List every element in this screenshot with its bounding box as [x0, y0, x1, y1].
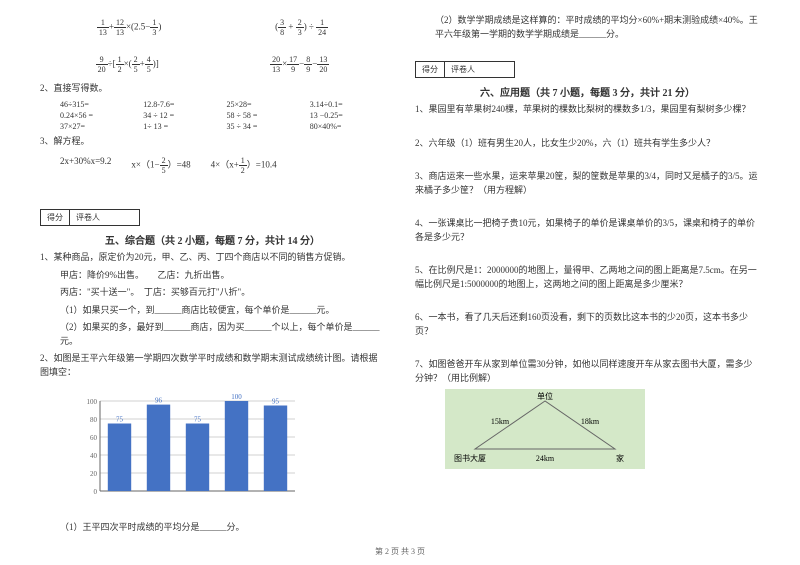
- calc-item: 0.24×56 =: [60, 111, 135, 120]
- question-3: 3、解方程。: [40, 135, 385, 149]
- calc-item: 12.8-7.6=: [143, 100, 218, 109]
- calc-item: 80×40%=: [310, 122, 385, 131]
- svg-text:60: 60: [90, 434, 98, 442]
- equation-row: 2x+30%x=9.2 x×（1−25）=48 4×（x+12）=10.4: [60, 156, 385, 175]
- svg-text:0: 0: [94, 488, 98, 496]
- equation: x×（1−25）=48: [131, 156, 190, 175]
- expression-row-2: 920÷[12×(25+45)] 2013×179−89−1320: [40, 55, 385, 74]
- equation: 4×（x+12）=10.4: [211, 156, 277, 175]
- calc-item: 25×28=: [227, 100, 302, 109]
- svg-text:100: 100: [87, 398, 98, 406]
- expression: 113+1213×(2.5−13): [97, 18, 161, 37]
- tri-r: 18km: [581, 417, 600, 426]
- r-q3: 3、商店运来一些水果，运来苹果20筐，梨的筐数是苹果的3/4，同时又是橘子的3/…: [415, 170, 760, 197]
- question-2: 2、直接写得数。: [40, 82, 385, 96]
- calc-item: 1÷ 13 =: [143, 122, 218, 131]
- r-q1: 1、果园里有苹果树240棵，苹果树的棵数比梨树的棵数多1/3，果园里有梨树多少棵…: [415, 103, 760, 117]
- s5-q1b: 丙店："买十送一"。 丁店：买够百元打"八折"。: [60, 286, 385, 300]
- section-6-title: 六、应用题（共 7 小题，每题 3 分，共计 21 分）: [415, 84, 760, 99]
- calc-item: 13 −0.25=: [310, 111, 385, 120]
- calc-item: 34 ÷ 12 =: [143, 111, 218, 120]
- r-q2: 2、六年级（1）班有男生20人，比女生少20%，六（1）班共有学生多少人？: [415, 137, 760, 151]
- s5-q2a: （1）王平四次平时成绩的平均分是______分。: [60, 521, 385, 535]
- calc-item: 46÷315=: [60, 100, 135, 109]
- expression: (38 + 23) ÷ 124: [275, 18, 328, 37]
- r-q4: 4、一张课桌比一把椅子贵10元，如果椅子的单价是课桌单价的3/5，课桌和椅子的单…: [415, 217, 760, 244]
- r-q6: 6、一本书，看了几天后还剩160页没看，剩下的页数比这本书的少20页，这本书多少…: [415, 311, 760, 338]
- calc-item: 3.14÷0.1=: [310, 100, 385, 109]
- svg-text:96: 96: [155, 397, 163, 405]
- s5-q1c: （1）如果只买一个，到______商店比较便宜，每个单价是______元。: [60, 304, 385, 318]
- calc-item: 35 ÷ 34 =: [227, 122, 302, 131]
- equation: 2x+30%x=9.2: [60, 156, 111, 175]
- left-column: 113+1213×(2.5−13) (38 + 23) ÷ 124 920÷[1…: [40, 10, 385, 539]
- calc-item: 58 ÷ 58 =: [227, 111, 302, 120]
- right-column: （2）数学学期成绩是这样算的：平时成绩的平均分×60%+期末测验成绩×40%。王…: [415, 10, 760, 539]
- tri-l: 15km: [491, 417, 510, 426]
- svg-text:40: 40: [90, 452, 98, 460]
- score-box: 得分 评卷人: [40, 209, 140, 226]
- r-top: （2）数学学期成绩是这样算的：平时成绩的平均分×60%+期末测验成绩×40%。王…: [435, 14, 760, 41]
- expression-row-1: 113+1213×(2.5−13) (38 + 23) ÷ 124: [40, 18, 385, 37]
- tri-bl: 图书大厦: [454, 453, 486, 463]
- calc-item: 37×27=: [60, 122, 135, 131]
- page-footer: 第 2 页 共 3 页: [0, 546, 800, 557]
- tri-b: 24km: [536, 454, 555, 463]
- svg-text:75: 75: [194, 416, 202, 424]
- triangle-svg: 单位 15km 18km 图书大厦 家 24km: [445, 389, 645, 469]
- s5-q1d: （2）如果买的多，最好到______商店，因为买______个以上，每个单价是_…: [60, 321, 385, 348]
- svg-text:95: 95: [272, 398, 280, 406]
- s5-q1: 1、某种商品，原定价为20元，甲、乙、丙、丁四个商店以不同的销售方促销。: [40, 251, 385, 265]
- grader-label: 评卷人: [70, 210, 106, 225]
- bar-chart: 0 20 40 60 80 100 75 96 75 100 95: [70, 391, 300, 511]
- score-box: 得分 评卷人: [415, 61, 515, 78]
- tri-top: 单位: [537, 391, 553, 401]
- expression: 2013×179−89−1320: [270, 55, 329, 74]
- section-5-title: 五、综合题（共 2 小题，每题 7 分，共计 14 分）: [40, 232, 385, 247]
- s5-q2: 2、如图是王平六年级第一学期四次数学平时成绩和数学期末测试成绩统计图。请根据图填…: [40, 352, 385, 379]
- tri-br: 家: [616, 453, 624, 463]
- grader-label: 评卷人: [445, 62, 481, 77]
- s5-q1a: 甲店：降价9%出售。 乙店：九折出售。: [60, 269, 385, 283]
- page-content: 113+1213×(2.5−13) (38 + 23) ÷ 124 920÷[1…: [0, 0, 800, 549]
- expression: 920÷[12×(25+45)]: [96, 55, 159, 74]
- score-label: 得分: [416, 62, 445, 77]
- triangle-diagram: 单位 15km 18km 图书大厦 家 24km: [445, 389, 645, 469]
- score-label: 得分: [41, 210, 70, 225]
- svg-text:20: 20: [90, 470, 98, 478]
- svg-text:75: 75: [116, 416, 124, 424]
- svg-text:100: 100: [231, 393, 242, 401]
- svg-text:80: 80: [90, 416, 98, 424]
- calc-grid: 46÷315= 12.8-7.6= 25×28= 3.14÷0.1= 0.24×…: [60, 100, 385, 131]
- r-q5: 5、在比例尺是1：2000000的地图上，量得甲、乙两地之间的图上距离是7.5c…: [415, 264, 760, 291]
- r-q7: 7、如图爸爸开车从家到单位需30分钟，如他以同样速度开车从家去图书大厦，需多少分…: [415, 358, 760, 385]
